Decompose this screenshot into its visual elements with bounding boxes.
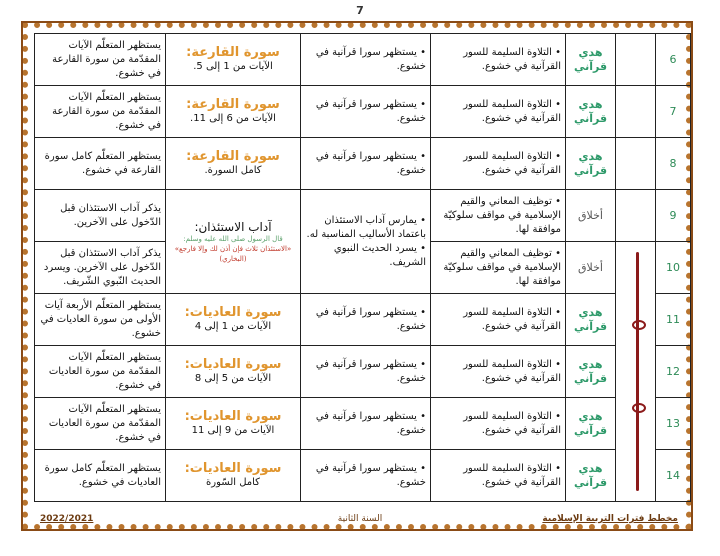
- objective-cell: • توظيف المعاني والقيم الإسلامية في مواق…: [430, 241, 566, 294]
- objective-cell: • التلاوة السليمة للسور القرآنية في خشوع…: [430, 345, 566, 398]
- table-row: 10 أخلاق • توظيف المعاني والقيم الإسلامية …: [34, 241, 691, 502]
- table-row: 8 هدي قرآني • التلاوة السليمة للسور القرآن…: [34, 137, 691, 190]
- evaluation-cell: يستظهر المتعلّم كامل سورة القارعة في خشو…: [34, 137, 166, 190]
- domain-cell: أخلاق: [565, 241, 616, 294]
- table-row: 6 هدي قرآني • التلاوة السليمة للسور القرآن…: [34, 33, 691, 86]
- content-cell: سورة العاديات: كامل السّورة: [165, 449, 301, 502]
- row-number: 8: [655, 137, 691, 190]
- empty-cell: [615, 137, 656, 190]
- evaluation-cell: يستظهر المتعلّم الآيات المقدّمة من سورة …: [34, 85, 166, 138]
- target-cell: • يستظهر سورا قرآنية في خشوع.: [300, 397, 431, 450]
- hadith-source: (البخاري): [219, 254, 247, 263]
- objective-cell: • التلاوة السليمة للسور القرآنية في خشوع…: [430, 33, 566, 86]
- domain-cell: هدي قرآني: [565, 397, 616, 450]
- footer-grade: السنة الثانية: [337, 514, 383, 524]
- row-number: 14: [655, 449, 691, 502]
- domain-cell: هدي قرآني: [565, 33, 616, 86]
- footer-title: مخطط فترات التربية الإسلامية: [542, 514, 678, 524]
- objective-cell: • التلاوة السليمة للسور القرآنية في خشوع…: [430, 397, 566, 450]
- objective-cell: • التلاوة السليمة للسور القرآنية في خشوع…: [430, 293, 566, 346]
- verses-range: الآيات من 1 إلى 4: [194, 320, 272, 332]
- target-cell: • يمارس آداب الاستئذان باعتماد الأساليب …: [300, 189, 431, 294]
- verses-range: كامل السّورة: [206, 476, 260, 488]
- surah-title: سورة العاديات:: [184, 304, 282, 320]
- verses-range: الآيات من 1 إلى 5.: [193, 60, 273, 72]
- table-row: 14 هدي قرآني • التلاوة السليمة للسور القرآ…: [34, 449, 691, 502]
- surah-title: سورة القارعة:: [186, 148, 280, 164]
- domain-cell: هدي قرآني: [565, 85, 616, 138]
- target-cell: • يستظهر سورا قرآنية في خشوع.: [300, 293, 431, 346]
- row-number: 11: [655, 293, 691, 346]
- surah-title: سورة العاديات:: [184, 356, 282, 372]
- row-number: 10: [655, 241, 691, 294]
- row-number: 9: [655, 189, 691, 242]
- table-row: 12 هدي قرآني • التلاوة السليمة للسور القرآ…: [34, 345, 691, 398]
- surah-title: سورة العاديات:: [184, 408, 282, 424]
- content-cell: سورة القارعة: كامل السورة.: [165, 137, 301, 190]
- objective-cell: • التلاوة السليمة للسور القرآنية في خشوع…: [430, 449, 566, 502]
- hadith-intro: قال الرسول صلى الله عليه وسلم:: [183, 234, 283, 243]
- row-number: 7: [655, 85, 691, 138]
- evaluation-cell: يستظهر المتعلّم كامل سورة العاديات في خش…: [34, 449, 166, 502]
- evaluation-cell: يذكر آداب الاستئذان قبل الدّخول على الآخ…: [34, 241, 166, 294]
- verses-range: الآيات من 6 إلى 11.: [190, 112, 276, 124]
- objective-cell: • التلاوة السليمة للسور القرآنية في خشوع…: [430, 85, 566, 138]
- calligraphy-decoration: [615, 241, 656, 502]
- empty-cell: [615, 189, 656, 242]
- domain-cell: أخلاق: [565, 189, 616, 242]
- row-number: 13: [655, 397, 691, 450]
- objective-cell: • توظيف المعاني والقيم الإسلامية في مواق…: [430, 189, 566, 242]
- target-cell: • يستظهر سورا قرآنية في خشوع.: [300, 33, 431, 86]
- empty-cell: [615, 33, 656, 86]
- verses-range: الآيات من 5 إلى 8: [194, 372, 272, 384]
- plan-table: 6 هدي قرآني • التلاوة السليمة للسور القرآن…: [34, 33, 691, 502]
- content-cell: سورة القارعة: الآيات من 1 إلى 5.: [165, 33, 301, 86]
- page-number: 7: [356, 4, 364, 17]
- verses-range: الآيات من 9 إلى 11: [191, 424, 275, 436]
- evaluation-cell: يستظهر المتعلّم الآيات المقدّمة من سورة …: [34, 397, 166, 450]
- lesson-title: آداب الاستئذان:: [194, 219, 272, 234]
- empty-cell: [615, 85, 656, 138]
- objective-cell: • التلاوة السليمة للسور القرآنية في خشوع…: [430, 137, 566, 190]
- row-number: 6: [655, 33, 691, 86]
- table-row: 13 هدي قرآني • التلاوة السليمة للسور القرآ…: [34, 397, 691, 450]
- content-cell: سورة القارعة: الآيات من 6 إلى 11.: [165, 85, 301, 138]
- evaluation-cell: يستظهر المتعلّم الآيات المقدّمة من سورة …: [34, 33, 166, 86]
- table-row: 7 هدي قرآني • التلاوة السليمة للسور القرآن…: [34, 85, 691, 138]
- content-cell: سورة العاديات: الآيات من 5 إلى 8: [165, 345, 301, 398]
- verses-range: كامل السورة.: [204, 164, 262, 176]
- evaluation-cell: يستظهر المتعلّم الآيات المقدّمة من سورة …: [34, 345, 166, 398]
- target-cell: • يستظهر سورا قرآنية في خشوع.: [300, 345, 431, 398]
- target-cell: • يستظهر سورا قرآنية في خشوع.: [300, 449, 431, 502]
- footer-year: 2022/2021: [40, 514, 94, 524]
- hadith-text: «الاستئذان ثلاث فإن أذن لك وإلا فارجع»: [174, 244, 292, 253]
- domain-cell: هدي قرآني: [565, 345, 616, 398]
- target-cell: • يستظهر سورا قرآنية في خشوع.: [300, 85, 431, 138]
- row-number: 12: [655, 345, 691, 398]
- content-cell: سورة العاديات: الآيات من 1 إلى 4: [165, 293, 301, 346]
- evaluation-cell: يستظهر المتعلّم الأربعة آيات الأولى من س…: [34, 293, 166, 346]
- domain-cell: هدي قرآني: [565, 293, 616, 346]
- table-row: 9 أخلاق • توظيف المعاني والقيم الإسلامية ف…: [34, 189, 691, 294]
- domain-cell: هدي قرآني: [565, 137, 616, 190]
- surah-title: سورة القارعة:: [186, 44, 280, 60]
- content-cell: سورة العاديات: الآيات من 9 إلى 11: [165, 397, 301, 450]
- content-cell: آداب الاستئذان: قال الرسول صلى الله عليه …: [165, 189, 301, 294]
- table-row: 11 هدي قرآني • التلاوة السليمة للسور القرآ…: [34, 293, 691, 346]
- evaluation-cell: يذكر آداب الاستئذان قبل الدّخول على الآخ…: [34, 189, 166, 242]
- target-cell: • يستظهر سورا قرآنية في خشوع.: [300, 137, 431, 190]
- surah-title: سورة العاديات:: [184, 460, 282, 476]
- surah-title: سورة القارعة:: [186, 96, 280, 112]
- domain-cell: هدي قرآني: [565, 449, 616, 502]
